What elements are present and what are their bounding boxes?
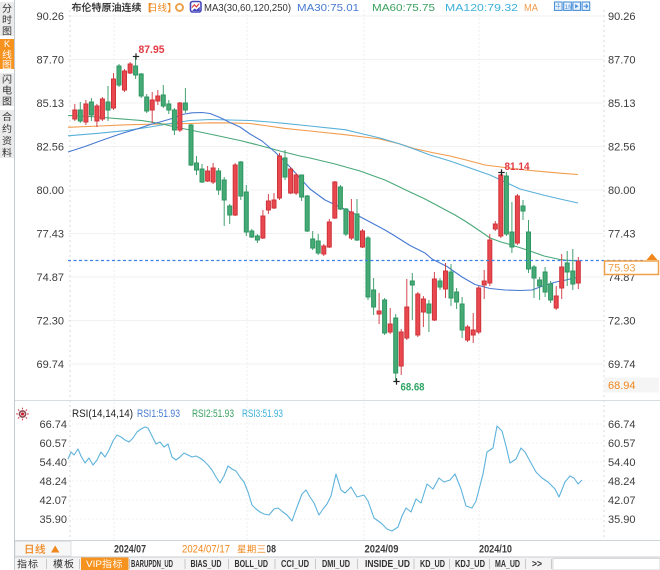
svg-text:80.00: 80.00 xyxy=(608,185,636,197)
svg-text:87.70: 87.70 xyxy=(36,55,64,67)
svg-text:MA_UD: MA_UD xyxy=(495,559,520,570)
svg-text:60.57: 60.57 xyxy=(608,438,636,450)
svg-text:1M: 1M xyxy=(565,4,574,11)
svg-text:87.70: 87.70 xyxy=(608,55,636,67)
svg-text:85.13: 85.13 xyxy=(36,98,64,110)
svg-text:2024/10: 2024/10 xyxy=(479,544,512,556)
svg-text:66.74: 66.74 xyxy=(39,419,67,431)
svg-text:2024/07/17: 2024/07/17 xyxy=(182,544,230,556)
svg-text:35.90: 35.90 xyxy=(39,514,67,526)
svg-text:90.26: 90.26 xyxy=(36,11,64,23)
svg-text:77.43: 77.43 xyxy=(36,229,64,241)
svg-text:75.93: 75.93 xyxy=(608,263,636,275)
svg-text:RSI3:51.93: RSI3:51.93 xyxy=(242,408,283,420)
svg-text:VIP: VIP xyxy=(86,559,102,570)
svg-text:>>: >> xyxy=(532,559,542,570)
svg-text:MA120:79.32: MA120:79.32 xyxy=(445,2,518,14)
svg-text:KD_UD: KD_UD xyxy=(420,559,445,570)
svg-text:60.57: 60.57 xyxy=(39,438,67,450)
svg-text:77.43: 77.43 xyxy=(608,229,636,241)
svg-text:82.56: 82.56 xyxy=(608,142,636,154)
svg-text:BIAS_UD: BIAS_UD xyxy=(191,559,222,570)
svg-text:54.40: 54.40 xyxy=(608,457,636,469)
svg-text:87.95: 87.95 xyxy=(139,44,165,56)
svg-text:MA60:75.75: MA60:75.75 xyxy=(372,2,435,14)
svg-text:54.40: 54.40 xyxy=(39,457,67,469)
svg-text:42.07: 42.07 xyxy=(39,495,67,507)
svg-text:MA3(30,60,120,250): MA3(30,60,120,250) xyxy=(204,2,291,14)
svg-text:69.74: 69.74 xyxy=(608,359,636,371)
svg-text:42.07: 42.07 xyxy=(608,495,636,507)
svg-text:72.30: 72.30 xyxy=(608,316,636,328)
svg-text:DMI_UD: DMI_UD xyxy=(322,559,350,570)
svg-text:2024/07: 2024/07 xyxy=(114,544,146,556)
svg-text:90.26: 90.26 xyxy=(608,11,636,23)
svg-text:MA30:75.01: MA30:75.01 xyxy=(297,2,359,14)
svg-text:RSI2:51.93: RSI2:51.93 xyxy=(192,408,234,420)
svg-text:85.13: 85.13 xyxy=(608,98,636,110)
svg-text:BARUPDN_UD: BARUPDN_UD xyxy=(131,559,173,570)
svg-text:68.94: 68.94 xyxy=(608,380,636,392)
svg-text:CCI_UD: CCI_UD xyxy=(281,559,309,570)
svg-text:KDJ_UD: KDJ_UD xyxy=(455,559,485,570)
svg-text:81.14: 81.14 xyxy=(505,161,531,173)
svg-text:80.00: 80.00 xyxy=(36,185,64,197)
svg-text:74.87: 74.87 xyxy=(36,272,64,284)
svg-text:MA: MA xyxy=(524,2,538,14)
svg-text:K: K xyxy=(4,39,10,49)
svg-text:BOLL_UD: BOLL_UD xyxy=(235,559,269,570)
svg-text:48.24: 48.24 xyxy=(608,476,636,488)
svg-text:35.90: 35.90 xyxy=(608,514,636,526)
svg-text:48.24: 48.24 xyxy=(39,476,67,488)
svg-text:72.30: 72.30 xyxy=(36,316,64,328)
svg-text:2024/09: 2024/09 xyxy=(365,544,399,556)
svg-text:68.68: 68.68 xyxy=(401,382,425,394)
svg-text:RSI1:51.93: RSI1:51.93 xyxy=(137,408,180,420)
svg-text:INSIDE_UD: INSIDE_UD xyxy=(365,559,410,570)
svg-text:66.74: 66.74 xyxy=(608,419,636,431)
svg-text:69.74: 69.74 xyxy=(36,359,64,371)
svg-text:82.56: 82.56 xyxy=(36,142,64,154)
svg-text:RSI(14,14,14): RSI(14,14,14) xyxy=(72,408,133,420)
